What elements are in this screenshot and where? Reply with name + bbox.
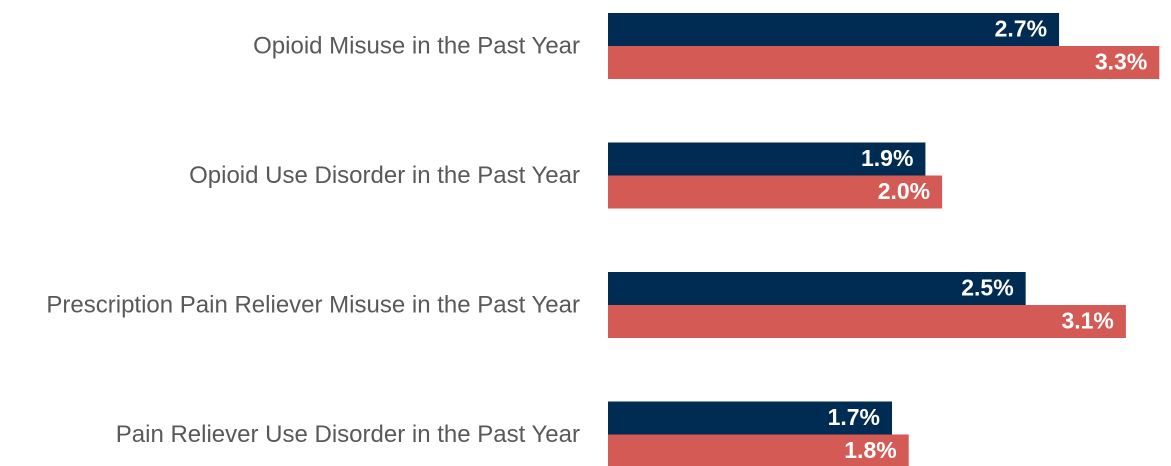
value-label: 2.5% [961,275,1013,301]
bar [608,272,1026,305]
bar [608,175,943,209]
bar [608,434,909,466]
category-label: Opioid Use Disorder in the Past Year [189,162,580,189]
bar [608,142,926,176]
value-label: 1.9% [861,145,913,171]
category-label: Prescription Pain Reliever Misuse in the… [46,291,580,318]
category-label: Opioid Misuse in the Past Year [253,32,580,59]
value-label: 3.3% [1095,49,1147,75]
bar [608,46,1160,79]
bar [608,13,1060,46]
value-label: 3.1% [1061,308,1113,334]
bar [608,305,1126,338]
category-label: Pain Reliever Use Disorder in the Past Y… [116,421,580,448]
value-label: 1.7% [828,404,880,430]
value-label: 1.8% [844,437,896,463]
bar [608,401,893,435]
value-label: 2.7% [995,16,1047,42]
value-label: 2.0% [878,178,930,204]
